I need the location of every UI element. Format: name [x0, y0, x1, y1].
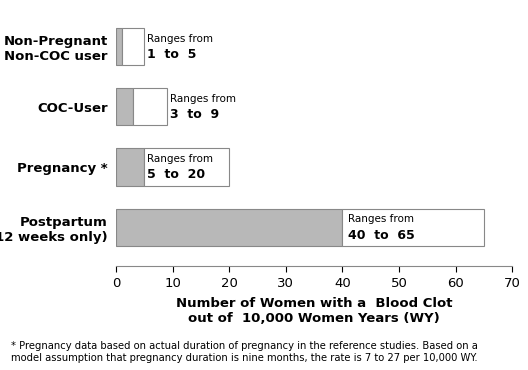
Text: 3  to  9: 3 to 9	[170, 108, 219, 121]
Text: Ranges from: Ranges from	[170, 94, 236, 104]
X-axis label: Number of Women with a  Blood Clot
out of  10,000 Women Years (WY): Number of Women with a Blood Clot out of…	[176, 297, 452, 325]
Bar	[343, 209, 484, 246]
Bar	[133, 88, 167, 125]
Text: 1  to  5: 1 to 5	[147, 48, 196, 61]
Text: 40  to  65: 40 to 65	[348, 229, 415, 242]
Bar	[145, 148, 229, 186]
Text: Ranges from: Ranges from	[348, 215, 414, 225]
Text: 5  to  20: 5 to 20	[147, 168, 205, 181]
Bar	[116, 148, 145, 186]
Bar	[116, 28, 122, 65]
Bar	[116, 88, 133, 125]
Text: Ranges from: Ranges from	[147, 154, 213, 164]
Text: Ranges from: Ranges from	[147, 34, 213, 44]
Text: * Pregnancy data based on actual duration of pregnancy in the reference studies.: * Pregnancy data based on actual duratio…	[11, 341, 477, 363]
Bar	[116, 209, 343, 246]
Bar	[122, 28, 145, 65]
